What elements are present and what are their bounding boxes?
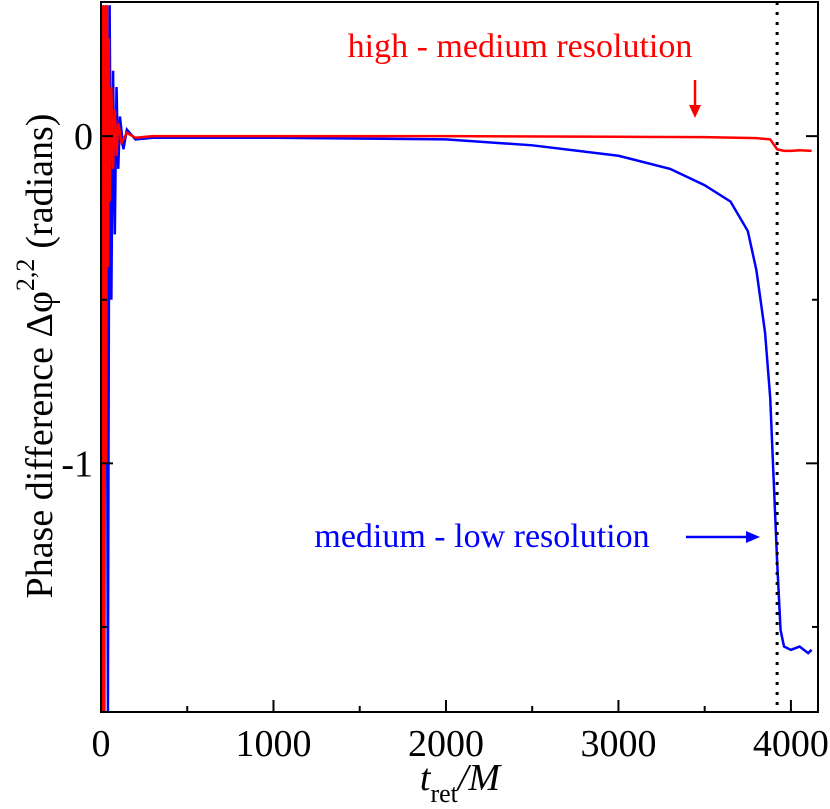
x-tick-label: 4000 bbox=[753, 723, 829, 765]
arrow bbox=[686, 531, 760, 543]
x-label-var: t bbox=[420, 757, 432, 799]
y-label-unit: (radians) bbox=[19, 114, 61, 249]
x-tick-label: 0 bbox=[92, 723, 111, 765]
y-tick-label: 0 bbox=[74, 116, 93, 158]
data-line bbox=[101, 5, 812, 712]
plot-frame bbox=[100, 1, 819, 713]
x-tick-label: 3000 bbox=[580, 723, 656, 765]
y-label-main: Phase difference Δφ bbox=[19, 291, 61, 598]
x-label-unit: /M bbox=[456, 757, 503, 799]
x-tick-label: 2000 bbox=[408, 723, 484, 765]
x-tick-label: 1000 bbox=[235, 723, 311, 765]
y-tick-label: -1 bbox=[61, 443, 93, 485]
annotation: high - medium resolution bbox=[348, 28, 693, 65]
arrow bbox=[689, 80, 701, 118]
plot-area bbox=[101, 5, 813, 712]
x-axis-label: tret/M bbox=[420, 757, 503, 808]
annotation: medium - low resolution bbox=[314, 518, 649, 555]
data-line bbox=[101, 5, 813, 712]
y-label-sup: 2,2 bbox=[11, 259, 40, 292]
y-axis-label: Phase difference Δφ2,2 (radians) bbox=[11, 114, 61, 599]
x-label-sub: ret bbox=[430, 779, 458, 808]
